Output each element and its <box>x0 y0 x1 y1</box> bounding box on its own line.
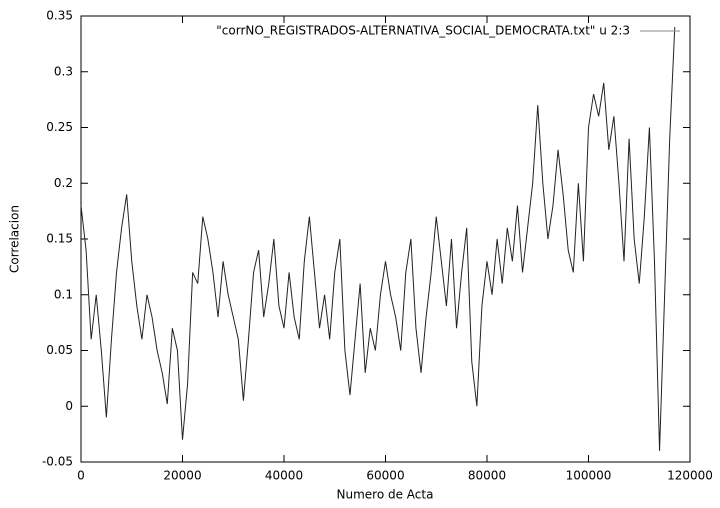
y-tick-label: 0.35 <box>46 9 73 23</box>
y-tick-label: 0.15 <box>46 232 73 246</box>
legend-label: "corrNO_REGISTRADOS-ALTERNATIVA_SOCIAL_D… <box>216 24 630 38</box>
y-tick-label: -0.05 <box>42 455 73 469</box>
x-tick-label: 60000 <box>366 469 404 483</box>
x-tick-label: 20000 <box>163 469 201 483</box>
x-tick-label: 80000 <box>468 469 506 483</box>
y-tick-label: 0.05 <box>46 343 73 357</box>
y-tick-label: 0.3 <box>54 64 73 78</box>
y-tick-label: 0.1 <box>54 287 73 301</box>
y-axis-label: Correlacion <box>8 205 22 273</box>
plot-border <box>80 15 691 463</box>
data-line <box>80 27 676 451</box>
x-tick-label: 0 <box>77 469 85 483</box>
x-tick-label: 100000 <box>566 469 612 483</box>
y-tick-label: 0.25 <box>46 120 73 134</box>
y-tick-label: 0 <box>65 399 73 413</box>
y-tick-label: 0.2 <box>54 176 73 190</box>
x-tick-label: 40000 <box>265 469 303 483</box>
x-tick-label: 120000 <box>667 469 713 483</box>
x-axis-label: Numero de Acta <box>337 488 434 502</box>
